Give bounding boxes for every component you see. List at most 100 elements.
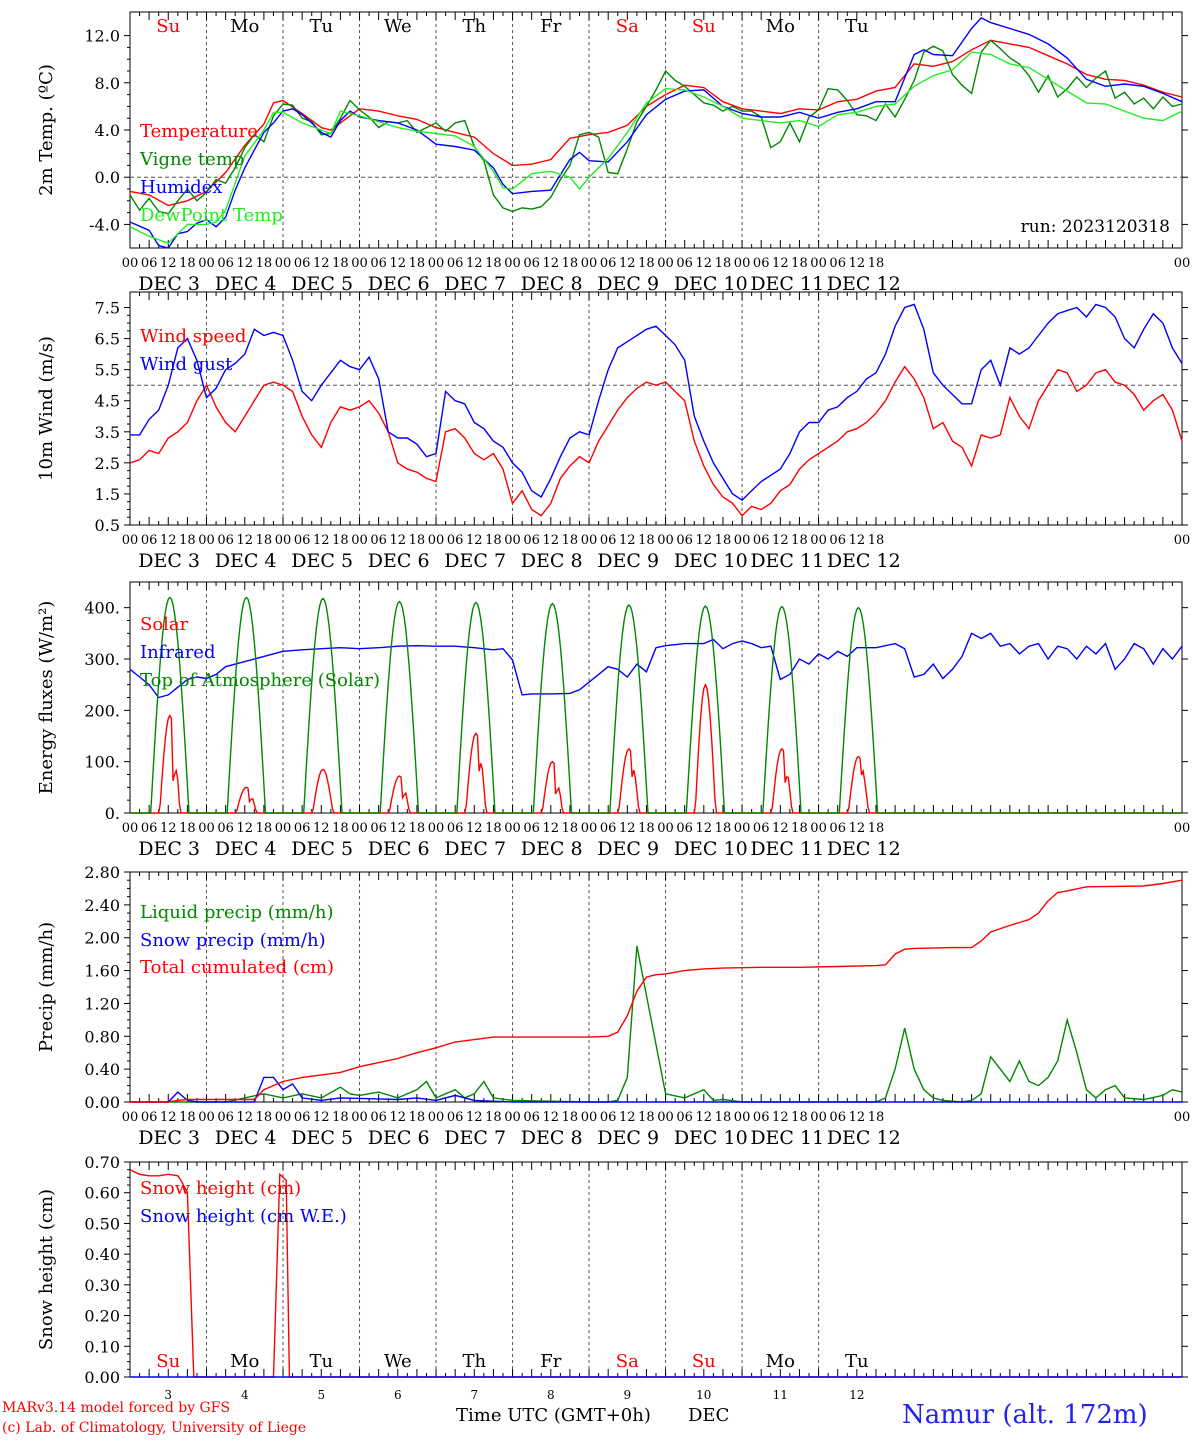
hour-tick-label: 18 (409, 1110, 426, 1125)
hour-tick-label: 12 (849, 821, 866, 836)
series-line-top-of-atmosphere-solar- (130, 596, 1182, 814)
day-number-label: 11 (773, 1388, 788, 1402)
y-tick-label: 5.5 (95, 361, 120, 380)
hour-tick-label: 06 (294, 1110, 311, 1125)
weekday-label: Mo (766, 1351, 795, 1372)
day-label: DEC 7 (444, 838, 506, 860)
weekday-label: We (384, 1351, 412, 1372)
day-label: DEC 8 (521, 1127, 583, 1149)
day-label: DEC 3 (138, 550, 200, 572)
hour-tick-label: 12 (466, 821, 483, 836)
weekday-label: Tu (309, 16, 333, 37)
hour-tick-label: 18 (179, 1110, 196, 1125)
day-label: DEC 11 (750, 273, 824, 295)
hour-tick-label: 06 (523, 1110, 540, 1125)
legend-entry: Vigne temp (139, 149, 244, 170)
hour-tick-label: 12 (236, 1110, 253, 1125)
legend-entry: Snow height (cm) (140, 1178, 301, 1199)
hour-tick-label: 06 (447, 1110, 464, 1125)
day-label: DEC 4 (215, 1127, 277, 1149)
y-tick-label: 0.5 (95, 516, 120, 535)
hour-tick-label: 18 (868, 256, 885, 271)
y-tick-label: 0.80 (84, 1027, 120, 1046)
hour-tick-label: 12 (696, 1110, 713, 1125)
hour-tick-label: 18 (562, 533, 579, 548)
hour-tick-label: 06 (600, 821, 617, 836)
hour-tick-label: 00 (581, 1110, 598, 1125)
legend-entry: Top of Atmosphere (Solar) (140, 670, 380, 691)
y-tick-label: 0.00 (84, 1093, 120, 1112)
hour-tick-label: 12 (772, 1110, 789, 1125)
weekday-label: Mo (230, 1351, 259, 1372)
panel-frame-2 (129, 581, 1183, 814)
legend-entry: Wind gust (140, 354, 233, 375)
hour-tick-label: 06 (753, 1110, 770, 1125)
hour-tick-label: 00 (504, 256, 521, 271)
hour-tick-label: 00 (810, 1110, 827, 1125)
hour-tick-label: 12 (390, 1110, 407, 1125)
y-tick-label: 2.00 (84, 929, 120, 948)
hour-tick-label: 06 (523, 256, 540, 271)
hour-tick-label: 06 (217, 533, 234, 548)
y-tick-label: 200. (84, 701, 120, 720)
hour-tick-label: 06 (753, 533, 770, 548)
day-label: DEC 6 (368, 1127, 430, 1149)
hour-tick-label: 12 (543, 821, 560, 836)
day-label: DEC 4 (215, 838, 277, 860)
hour-tick-label: 18 (485, 821, 502, 836)
day-label: DEC 12 (827, 273, 901, 295)
y-axis-label: 2m Temp. (ºC) (36, 64, 57, 196)
weekday-label: Mo (766, 16, 795, 37)
day-number-label: 10 (696, 1388, 711, 1402)
series-line-humidex (129, 17, 1183, 249)
hour-tick-label: 06 (217, 821, 234, 836)
hour-tick-label: 06 (829, 1110, 846, 1125)
hour-tick-label: 06 (141, 533, 158, 548)
y-axis-label: Energy fluxes (W/m²) (36, 601, 57, 795)
hour-tick-label: 18 (715, 533, 732, 548)
hour-tick-label: 18 (791, 533, 808, 548)
hour-tick-label: 12 (236, 821, 253, 836)
y-tick-label: 0.50 (84, 1214, 120, 1233)
hour-tick-label: 18 (638, 821, 655, 836)
y-tick-label: 1.5 (95, 485, 120, 504)
hour-tick-label: 00 (504, 1110, 521, 1125)
hour-tick-label: 18 (715, 256, 732, 271)
y-tick-label: 2.5 (95, 454, 120, 473)
hour-tick-label: 18 (179, 533, 196, 548)
hour-tick-label: 00 (428, 1110, 445, 1125)
hour-tick-label: 12 (772, 256, 789, 271)
hour-tick-label: 06 (370, 1110, 387, 1125)
day-label: DEC 9 (597, 1127, 659, 1149)
hour-tick-label: 06 (294, 821, 311, 836)
hour-tick-label: 06 (447, 821, 464, 836)
hour-tick-label: 12 (466, 1110, 483, 1125)
hour-tick-label: 00 (810, 821, 827, 836)
day-label: DEC 5 (291, 838, 353, 860)
weekday-label: Su (692, 16, 716, 37)
day-label: DEC 10 (674, 273, 748, 295)
y-axis-label: Snow height (cm) (36, 1189, 57, 1350)
hour-tick-label: 00 (198, 821, 215, 836)
day-label: DEC 12 (827, 550, 901, 572)
hour-tick-label: 12 (619, 821, 636, 836)
hour-tick-label: 00 (504, 821, 521, 836)
hour-tick-label: 00 (198, 1110, 215, 1125)
day-label: DEC 6 (368, 838, 430, 860)
day-label: DEC 3 (138, 273, 200, 295)
y-tick-label: 7.5 (95, 299, 120, 318)
day-label: DEC 8 (521, 550, 583, 572)
weekday-label: Sa (616, 16, 639, 37)
y-tick-label: 8.0 (95, 74, 120, 93)
y-tick-label: 0.10 (84, 1337, 120, 1356)
hour-tick-label: 12 (772, 821, 789, 836)
hour-tick-label: 18 (868, 533, 885, 548)
weekday-label: Su (156, 16, 180, 37)
y-tick-label: 1.20 (84, 994, 120, 1013)
hour-tick-label: 18 (791, 256, 808, 271)
day-number-label: 3 (164, 1388, 172, 1402)
day-number-label: 12 (849, 1388, 864, 1402)
hour-tick-label: 06 (294, 533, 311, 548)
hour-tick-label: 06 (600, 256, 617, 271)
hour-tick-label: 06 (370, 821, 387, 836)
